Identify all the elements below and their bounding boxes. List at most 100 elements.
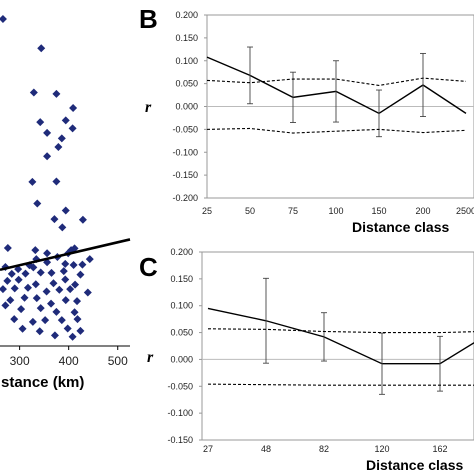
y-tick-label: 0.200 (175, 10, 198, 20)
scatter-point (57, 316, 66, 325)
x-tick-label: 50 (245, 206, 255, 216)
scatter-point (83, 288, 92, 297)
scatter-point (42, 287, 51, 296)
y-tick-label: 0.200 (170, 247, 193, 257)
scatter-point (61, 116, 70, 125)
y-tick-label: -0.050 (172, 124, 198, 134)
scatter-point (6, 296, 15, 305)
scatter-point (70, 308, 79, 317)
scatter-point (3, 276, 12, 285)
y-tick-label: -0.200 (172, 193, 198, 203)
x-tick-label: 120 (374, 444, 389, 454)
scatter-point (66, 285, 75, 294)
scatter-point (76, 326, 85, 335)
scatter-point (21, 269, 30, 278)
scatter-point (73, 297, 82, 306)
scatter-point (0, 14, 7, 23)
panel-c-letter: C (139, 252, 158, 282)
scatter-point (54, 142, 63, 151)
scatter-point (63, 324, 72, 333)
y-tick-label: 0.150 (170, 274, 193, 284)
scatter-point (49, 279, 58, 288)
confidence-bound-line (207, 383, 474, 386)
scatter-point (35, 327, 44, 336)
scatter-point (52, 177, 61, 186)
y-tick-label: 0.100 (170, 301, 193, 311)
scatter-point (52, 89, 61, 98)
y-tick-label: -0.150 (172, 170, 198, 180)
y-tick-label: -0.150 (167, 435, 193, 445)
x-tick-label: 400 (59, 354, 79, 368)
scatter-point (59, 267, 68, 276)
panel-c: 0.200 0.150 0.100 0.050 0.000 -0.050 -0.100 -0.… (147, 247, 474, 473)
scatter-point (50, 331, 59, 340)
scatter-point (36, 118, 45, 127)
scatter-point (29, 88, 38, 97)
scatter-point (32, 294, 41, 303)
plot-frame (201, 251, 474, 441)
scatter-point (36, 268, 45, 277)
scatter-point (17, 305, 26, 314)
scatter-point (43, 249, 52, 258)
y-tick-label: 0.000 (175, 102, 198, 112)
y-tick-label: -0.100 (167, 408, 193, 418)
y-tick-label: 0.150 (175, 33, 198, 43)
scatter-point (78, 215, 87, 224)
scatter-point (3, 244, 12, 253)
scatter-point (61, 206, 70, 215)
y-tick-label: -0.050 (167, 381, 193, 391)
scatter-point (20, 293, 29, 302)
x-axis-title: Distance class (352, 219, 449, 235)
scatter-point (69, 103, 78, 112)
scatter-point (43, 152, 52, 161)
trend-line (0, 238, 131, 272)
scatter-point (36, 304, 45, 313)
y-tick-label: 0.050 (170, 328, 193, 338)
panel-b: 0.200 0.150 0.100 0.050 0.000 -0.050 -0.100 -0.… (145, 10, 474, 235)
scatter-point (61, 296, 70, 305)
scatter-point (1, 301, 10, 310)
scatter-point (57, 134, 66, 143)
scatter-point (37, 44, 46, 53)
x-tick-label: 200 (415, 206, 430, 216)
scatter-point (31, 246, 40, 255)
x-tick-label: 27 (203, 444, 213, 454)
scatter-point (18, 324, 27, 333)
scatter-point (0, 285, 7, 294)
scatter-point (55, 285, 64, 294)
scatter-point (68, 124, 77, 133)
scatter-point (47, 268, 56, 277)
y-axis-title: r (145, 99, 152, 116)
confidence-bound-line (206, 77, 467, 87)
scatter-point (28, 177, 37, 186)
x-tick-label: 2500 (456, 206, 474, 216)
correlation-line (207, 307, 474, 365)
x-tick-label: 82 (319, 444, 329, 454)
scatter-point (85, 255, 94, 264)
scatter-point (23, 283, 32, 292)
confidence-bound-line (206, 127, 467, 134)
y-tick-label: 0.050 (175, 79, 198, 89)
x-tick-label: 500 (108, 354, 128, 368)
scatter-point (7, 269, 16, 278)
scatter-point (10, 315, 19, 324)
scatter-point (61, 275, 70, 284)
scatter-point (68, 332, 77, 341)
x-tick-label: 25 (202, 206, 212, 216)
x-tick-label: 100 (328, 206, 343, 216)
y-tick-label: 0.000 (170, 354, 193, 364)
scatter-point (33, 199, 42, 208)
x-axis-title: Distance class (366, 457, 463, 473)
x-tick-label: 162 (432, 444, 447, 454)
x-tick-label: 75 (288, 206, 298, 216)
x-axis-title: stance (km) (1, 374, 84, 391)
scatter-point (41, 316, 50, 325)
y-tick-label: -0.100 (172, 147, 198, 157)
panel-b-letter: B (139, 4, 158, 34)
confidence-bound-line (207, 328, 474, 334)
scatter-point (58, 223, 67, 232)
panel-a: 300 400 500 stance (km) (0, 14, 131, 391)
y-axis-title: r (147, 349, 154, 366)
x-tick-label: 300 (10, 354, 30, 368)
scatter-point (10, 284, 19, 293)
